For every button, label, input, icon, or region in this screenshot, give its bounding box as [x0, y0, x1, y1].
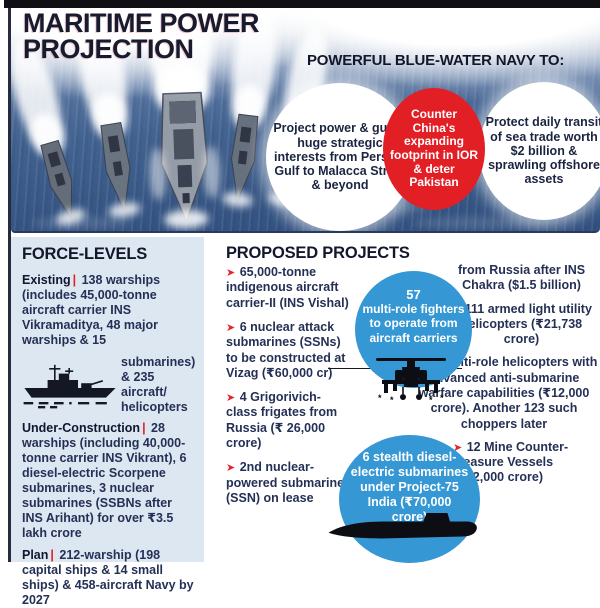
- bullet-arrow-icon: ➤: [453, 441, 464, 454]
- fighters-count: 57: [406, 287, 421, 302]
- counter-china-bubble: Counter China's expanding footprint in I…: [383, 88, 485, 210]
- warship-fleet-photo: MARITIME POWER PROJECTION POWERFUL BLUE-…: [11, 8, 600, 233]
- bullet-arrow-icon: ➤: [226, 462, 237, 475]
- navy-to-heading: POWERFUL BLUE-WATER NAVY TO:: [307, 52, 565, 69]
- project-item-lease-sub: ➤ 2nd nuclear-powered submarine (SSN) on…: [226, 460, 352, 506]
- project-item-mine-vessels: ➤ 12 Mine Counter-Measure Vessels (₹32,0…: [443, 440, 600, 486]
- bullet-arrow-icon: ➤: [226, 392, 237, 405]
- under-construction-label: Under-Construction: [22, 420, 141, 435]
- protect-trade-text: Protect daily transit of sea trade worth…: [485, 115, 600, 187]
- under-construction-text: 28 warships (including 40,000-tonne carr…: [22, 420, 187, 540]
- left-frame-border: [8, 8, 11, 562]
- project-power-text: Project power & guard huge strategic int…: [273, 121, 407, 193]
- protect-trade-bubble: Protect daily transit of sea trade worth…: [479, 82, 600, 220]
- force-levels-panel: FORCE-LEVELS Existing | 138 warships (inc…: [11, 237, 204, 607]
- existing-text-continued: submarines) & 235 aircraft/ helicopters: [121, 354, 196, 414]
- top-black-bar: [4, 0, 600, 8]
- proposed-projects-panel: PROPOSED PROJECTS ➤ 65,000-tonne indigen…: [218, 237, 600, 563]
- under-construction-item: Under-Construction | 28 warships (includi…: [22, 421, 194, 541]
- project-item-text: 2nd nuclear-powered submarine (SSN) on l…: [226, 460, 345, 505]
- page-title: MARITIME POWER PROJECTION: [23, 8, 260, 64]
- project-item-text: 4 Grigorivich-class frigates from Russia…: [226, 390, 338, 450]
- project-item-text: 6 nuclear attack submarines (SSNs) to be…: [226, 319, 346, 380]
- existing-continued-row: submarines) & 235 aircraft/ helicopters: [22, 354, 196, 415]
- project-item-text: 111 armed light utility helicopters (₹21…: [460, 301, 592, 347]
- svg-text:*: *: [440, 393, 444, 403]
- projects-left-column: ➤ 65,000-tonne indigenous aircraft carri…: [226, 265, 352, 515]
- infographic-root: { "masthead": { "title_line1": "MARITIME…: [4, 0, 600, 607]
- proposed-projects-heading: PROPOSED PROJECTS: [226, 244, 410, 262]
- fighters-text: multi-role fighters to operate from airc…: [362, 302, 465, 345]
- red-pipe-divider: |: [142, 420, 146, 435]
- warship-icon: [23, 364, 116, 409]
- project-item-text: 12 Mine Counter-Measure Vessels (₹32,000…: [453, 439, 569, 485]
- bullet-arrow-icon: ➤: [226, 321, 237, 334]
- project-item-text: 24 multi-role helicopters with advanced …: [418, 355, 598, 431]
- project-item-text: 65,000-tonne indigenous aircraft carrier…: [226, 265, 349, 310]
- plan-label: Plan: [22, 547, 49, 562]
- project-item-carrier: ➤ 65,000-tonne indigenous aircraft carri…: [226, 265, 352, 311]
- project-item-frigates: ➤ 4 Grigorivich-class frigates from Russ…: [226, 390, 352, 451]
- existing-text: 138 warships (includes 45,000-tonne airc…: [22, 272, 161, 347]
- red-pipe-divider: |: [72, 272, 77, 287]
- page-title-line2: PROJECTION: [23, 33, 194, 64]
- helicopter-icon: * * * *: [376, 358, 446, 404]
- fighters-circle-text: 57 multi-role fighters to operate from ai…: [362, 271, 466, 345]
- stealth-submarines-circle: 6 stealth diesel-electric submarines und…: [339, 435, 480, 563]
- existing-item: Existing | 138 warships (includes 45,000-…: [22, 273, 194, 348]
- projects-right-column: from Russia after INS Chakra ($1.5 billi…: [411, 263, 600, 494]
- bullet-arrow-icon: ➤: [226, 267, 237, 279]
- counter-china-text: Counter China's expanding footprint in I…: [390, 106, 478, 190]
- project-item-ssn: ➤ 6 nuclear attack submarines (SSNs) to …: [226, 320, 352, 381]
- red-pipe-divider: |: [50, 547, 54, 562]
- project-item-utility-helicopters: ➤ 111 armed light utility helicopters (₹…: [443, 302, 600, 348]
- svg-text:*: *: [390, 395, 394, 404]
- lease-sub-continuation: from Russia after INS Chakra ($1.5 billi…: [457, 263, 586, 293]
- project-item-multirole-helicopters: ➤ 24 multi-role helicopters with advance…: [409, 355, 599, 431]
- existing-label: Existing: [22, 272, 71, 287]
- stealth-submarines-text: 6 stealth diesel-electric submarines und…: [350, 450, 469, 524]
- svg-text:*: *: [378, 393, 382, 403]
- svg-text:*: *: [429, 395, 433, 404]
- page-title-line1: MARITIME POWER: [23, 8, 260, 38]
- submarine-icon: [328, 512, 477, 539]
- force-levels-heading: FORCE-LEVELS: [22, 245, 148, 263]
- plan-item: Plan | 212-warship (198 capital ships & 1…: [22, 548, 194, 608]
